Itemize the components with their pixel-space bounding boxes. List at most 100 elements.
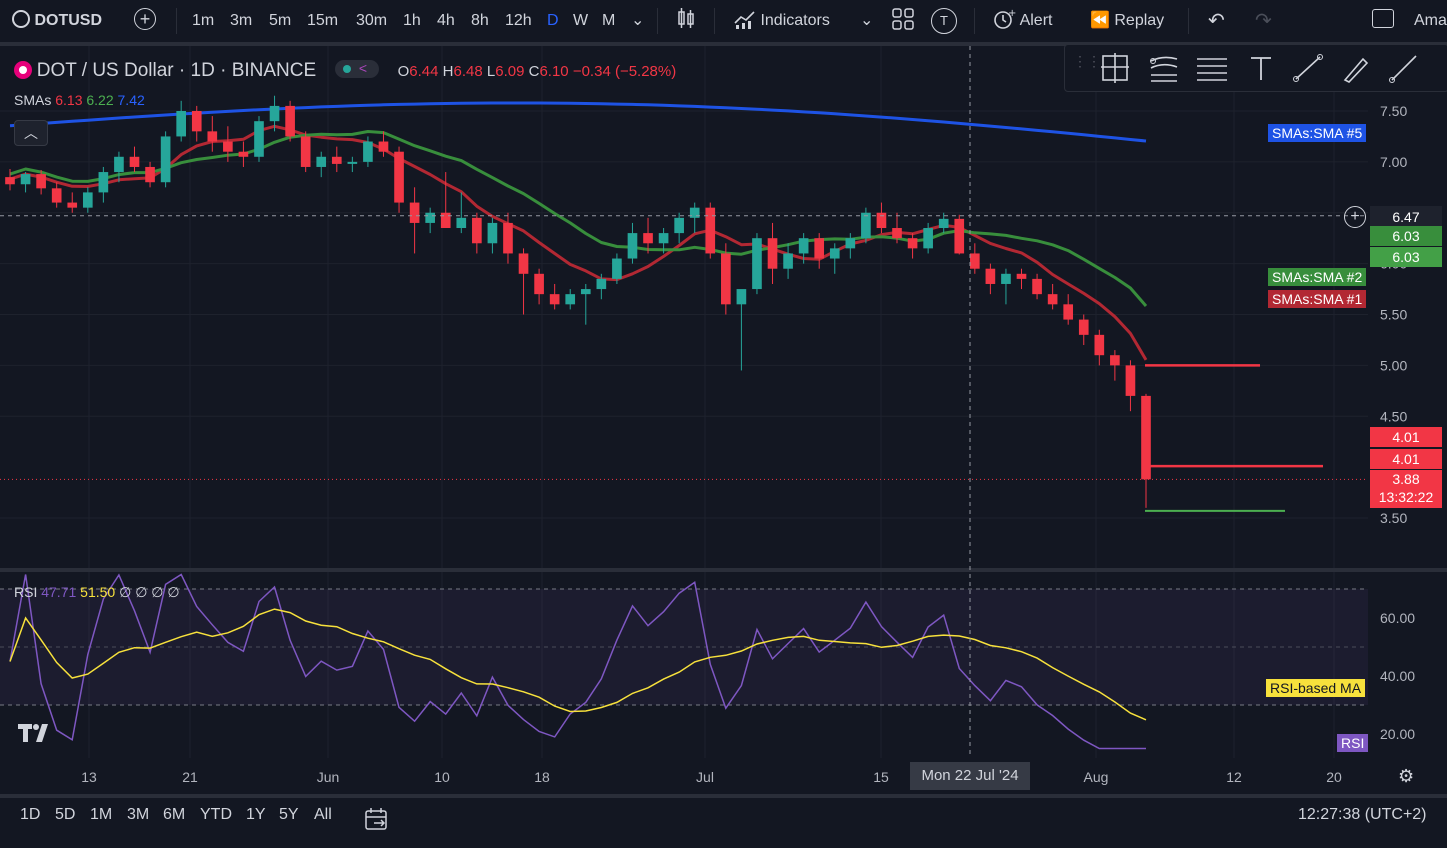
candle-body: [316, 156, 327, 167]
candle-body: [5, 177, 15, 185]
interval-30m[interactable]: 30m: [356, 12, 388, 29]
rsi-legend[interactable]: RSI 47.71 51.50 ∅ ∅ ∅ ∅: [14, 584, 180, 601]
symbol-label: DOTUSD: [34, 12, 103, 29]
low-value: 6.09: [495, 63, 525, 80]
interval-8h[interactable]: 8h: [471, 12, 489, 29]
sma2-tag: SMAs:SMA #2: [1268, 268, 1367, 286]
add-price-button[interactable]: +: [1344, 206, 1366, 228]
candle-body: [1141, 395, 1151, 480]
fullscreen-button[interactable]: [1372, 0, 1394, 42]
change-value: −0.34 (−5.28%): [572, 63, 677, 80]
undo-button[interactable]: ↶: [1208, 0, 1225, 42]
time-tick-label: Jun: [317, 769, 340, 785]
fib-channel-icon[interactable]: [1150, 56, 1178, 82]
candle-body: [67, 202, 78, 208]
drag-handle-icon[interactable]: ⋮⋮: [1073, 53, 1101, 69]
plus-circle-icon: +: [134, 8, 156, 30]
market-status-badge[interactable]: <: [334, 60, 379, 78]
candle-body: [160, 136, 171, 183]
interval-d[interactable]: D: [547, 12, 559, 29]
interval-1h[interactable]: 1h: [403, 12, 421, 29]
lines-tool-icon[interactable]: [1197, 58, 1227, 81]
frame-tool-icon[interactable]: [1101, 53, 1129, 83]
axis-settings-button[interactable]: ⚙: [1398, 766, 1420, 788]
candle-body: [892, 228, 902, 239]
range-5y[interactable]: 5Y: [279, 806, 299, 823]
grid-icon: [892, 8, 914, 30]
candle-body: [736, 289, 747, 305]
interval-w[interactable]: W: [573, 12, 589, 29]
candle-body: [98, 172, 109, 193]
interval-m[interactable]: M: [602, 12, 616, 29]
chevron-down-icon: ⌄: [631, 12, 645, 29]
sma-legend[interactable]: SMAs 6.13 6.22 7.42: [14, 92, 145, 108]
price-tick-label: 7.00: [1380, 154, 1407, 170]
candle-body: [814, 238, 825, 259]
sma1-line: [9, 124, 1148, 361]
candle-body: [300, 136, 311, 167]
candle-body: [534, 273, 544, 295]
t-badge-icon: T: [931, 8, 957, 34]
interval-4h[interactable]: 4h: [437, 12, 455, 29]
rsi-ma-line: [9, 608, 1147, 721]
ray-tool-icon[interactable]: [1389, 55, 1417, 83]
interval-dropdown-button[interactable]: ⌄: [631, 0, 644, 42]
indicators-button[interactable]: Indicators: [734, 0, 830, 42]
interval-12h[interactable]: 12h: [505, 12, 532, 29]
chart-canvas[interactable]: 7.507.006.506.005.505.004.503.501321Jun1…: [0, 46, 1447, 794]
candle-body: [876, 212, 887, 229]
account-label[interactable]: Ama: [1414, 12, 1447, 29]
interval-3m[interactable]: 3m: [230, 12, 253, 29]
chart-area[interactable]: 7.507.006.506.005.505.004.503.501321Jun1…: [0, 46, 1447, 794]
candle-body: [721, 253, 731, 305]
green-price-tag-a: 6.03: [1370, 226, 1442, 246]
date-range-button[interactable]: [364, 806, 390, 837]
layouts-button[interactable]: [892, 0, 914, 42]
candle-body: [1110, 355, 1120, 366]
range-1d[interactable]: 1D: [20, 806, 41, 823]
candle-body: [347, 161, 358, 164]
trendline-tool-icon[interactable]: [1293, 54, 1323, 82]
range-1m[interactable]: 1M: [90, 806, 113, 823]
interval-5m[interactable]: 5m: [269, 12, 292, 29]
undo-icon: ↶: [1208, 10, 1225, 32]
separator: [657, 8, 658, 34]
interval-15m[interactable]: 15m: [307, 12, 339, 29]
ohlc-values: O6.44 H6.48 L6.09 C6.10 −0.34 (−5.28%): [397, 63, 677, 80]
redo-button[interactable]: ↷: [1255, 0, 1272, 42]
interval-1m[interactable]: 1m: [192, 12, 215, 29]
clock-label[interactable]: 12:27:38 (UTC+2): [1298, 806, 1427, 823]
time-tick-label: 18: [534, 769, 550, 785]
gear-icon: ⚙: [1398, 766, 1415, 786]
range-all[interactable]: All: [314, 806, 332, 823]
compare-add-button[interactable]: +: [134, 0, 156, 42]
indicators-dropdown[interactable]: ⌄: [860, 0, 873, 42]
range-5d[interactable]: 5D: [55, 806, 76, 823]
time-tick-label: Jul: [696, 769, 714, 785]
chart-type-button[interactable]: [676, 0, 696, 42]
candles-icon: [678, 8, 694, 28]
brush-tool-icon[interactable]: [1343, 57, 1369, 83]
range-1y[interactable]: 1Y: [246, 806, 266, 823]
range-ytd[interactable]: YTD: [200, 806, 232, 823]
tv-logo-icon: [18, 724, 48, 742]
candle-body: [145, 166, 155, 183]
candle-body: [783, 253, 793, 269]
candle-body: [1063, 304, 1074, 320]
indicators-icon: [734, 11, 755, 29]
candle-body: [207, 131, 218, 142]
candle-body: [798, 238, 809, 254]
alert-button[interactable]: + Alert: [992, 0, 1052, 42]
text-tool-icon[interactable]: [1251, 57, 1271, 80]
price-tick-label: 5.00: [1380, 357, 1407, 373]
replay-button[interactable]: ⏪ Replay: [1090, 0, 1164, 42]
symbol-search[interactable]: DOTUSD: [12, 0, 102, 42]
bottom-toolbar: 1D 5D 1M 3M 6M YTD 1Y 5Y All 12:27:38 (UTC+2): [0, 794, 1447, 848]
drawing-toolbar: ⋮⋮: [1064, 44, 1447, 92]
collapse-legend-button[interactable]: ︿: [14, 120, 48, 146]
range-3m[interactable]: 3M: [127, 806, 150, 823]
open-value: 6.44: [409, 63, 439, 80]
candle-body: [861, 212, 871, 239]
templates-button[interactable]: T: [931, 0, 957, 42]
range-6m[interactable]: 6M: [163, 806, 186, 823]
